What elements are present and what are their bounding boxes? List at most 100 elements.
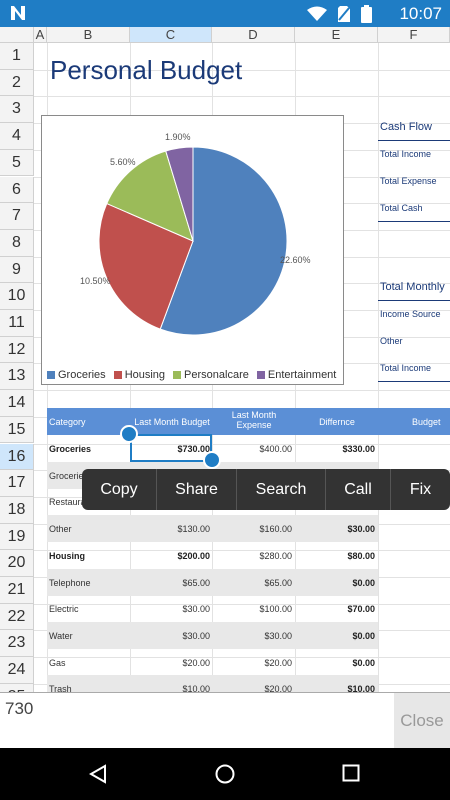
back-icon[interactable]: [88, 764, 108, 784]
selected-cell[interactable]: [130, 434, 212, 462]
difference-cell[interactable]: $10.00: [347, 684, 375, 692]
category-cell[interactable]: Trash: [49, 684, 72, 692]
expense-cell[interactable]: $160.00: [259, 524, 292, 535]
category-cell[interactable]: Groceries: [49, 444, 92, 454]
row-header-14[interactable]: 14: [0, 390, 34, 417]
expense-cell[interactable]: $400.00: [259, 444, 292, 454]
difference-cell[interactable]: $30.00: [347, 524, 375, 535]
row-header-18[interactable]: 18: [0, 496, 34, 524]
row-header-15[interactable]: 15: [0, 416, 34, 444]
budget-cell[interactable]: $30.00: [182, 604, 210, 615]
recents-icon[interactable]: [342, 764, 360, 782]
expense-cell[interactable]: $100.00: [259, 604, 292, 615]
category-cell[interactable]: Groceries: [49, 470, 89, 481]
fix-menu-item[interactable]: Fix: [409, 481, 432, 498]
expense-cell[interactable]: $20.00: [264, 657, 292, 668]
selection-end-handle[interactable]: [203, 451, 221, 469]
category-cell[interactable]: Restaurants: [49, 497, 98, 508]
difference-cell[interactable]: $0.00: [352, 577, 375, 588]
cash-flow-heading[interactable]: Cash Flow: [380, 121, 432, 133]
row-header-7[interactable]: 7: [0, 203, 34, 230]
row-header-11[interactable]: 11: [0, 310, 34, 337]
call-menu-item[interactable]: Call: [326, 469, 391, 510]
expense-cell[interactable]: $20.00: [264, 684, 292, 692]
column-header-c[interactable]: C: [130, 27, 212, 43]
column-header[interactable]: Differnce: [319, 417, 355, 427]
row-header-16[interactable]: 16: [0, 443, 34, 471]
category-cell[interactable]: Housing: [49, 550, 85, 561]
column-header[interactable]: Category: [49, 417, 86, 427]
difference-cell[interactable]: $80.00: [347, 550, 375, 561]
select-all-corner[interactable]: [0, 27, 34, 43]
budget-cell[interactable]: $200.00: [177, 550, 210, 561]
budget-cell[interactable]: $10.00: [182, 684, 210, 692]
search-menu-item[interactable]: Search: [237, 469, 326, 510]
difference-cell[interactable]: $330.00: [342, 444, 375, 454]
row-header-20[interactable]: 20: [0, 550, 34, 577]
income-source-label[interactable]: Income Source: [380, 309, 441, 319]
row-header-9[interactable]: 9: [0, 256, 34, 284]
row-header-3[interactable]: 3: [0, 96, 34, 124]
column-header[interactable]: Last Month Expense: [231, 410, 277, 430]
row-header-19[interactable]: 19: [0, 523, 34, 551]
budget-cell[interactable]: $130.00: [177, 524, 210, 535]
column-header-a[interactable]: A: [34, 27, 47, 43]
pie-chart[interactable]: 22.60% 10.50% 5.60% 1.90% Groceries Hous…: [41, 115, 344, 385]
budget-cell[interactable]: $730.00: [177, 444, 210, 454]
pie-slice-groceries[interactable]: [159, 146, 288, 336]
home-icon[interactable]: [215, 764, 235, 784]
share-menu-item[interactable]: Share: [157, 469, 237, 510]
copy-menu-item[interactable]: Copy: [82, 469, 157, 510]
row-header-8[interactable]: 8: [0, 229, 34, 257]
category-cell[interactable]: Electric: [49, 604, 79, 615]
selection-start-handle[interactable]: [120, 425, 138, 443]
column-header-e[interactable]: E: [295, 27, 378, 43]
other-label[interactable]: Other: [380, 336, 403, 346]
total-income-label[interactable]: Total Income: [380, 149, 432, 159]
row-header-4[interactable]: 4: [0, 123, 34, 150]
row-header-22[interactable]: 22: [0, 603, 34, 631]
difference-cell[interactable]: $0.00: [352, 657, 375, 668]
row-header-23[interactable]: 23: [0, 630, 34, 658]
sheet-title[interactable]: Personal Budget: [50, 55, 243, 85]
total-cash-label[interactable]: Total Cash: [380, 203, 423, 213]
column-header-f[interactable]: F: [378, 27, 450, 43]
row-header-2[interactable]: 2: [0, 69, 34, 97]
column-header-d[interactable]: D: [212, 27, 295, 43]
column-header[interactable]: Last Month Budget: [134, 417, 210, 427]
category-cell[interactable]: Gas: [49, 657, 66, 668]
column-header-b[interactable]: B: [47, 27, 130, 43]
row-header-6[interactable]: 6: [0, 176, 34, 204]
cell-value-input[interactable]: 730: [5, 699, 34, 718]
row-header-17[interactable]: 17: [0, 470, 34, 497]
expense-cell[interactable]: $280.00: [259, 550, 292, 561]
difference-cell[interactable]: $0.00: [352, 630, 375, 641]
row-header-12[interactable]: 12: [0, 336, 34, 364]
pie-slice-entertainment[interactable]: [165, 146, 194, 242]
pie-slice-personalcare[interactable]: [106, 150, 194, 242]
row-header-24[interactable]: 24: [0, 657, 34, 684]
expense-cell[interactable]: $30.00: [264, 630, 292, 641]
expense-cell[interactable]: $65.00: [264, 577, 292, 588]
legend-label: Housing: [124, 369, 166, 381]
budget-cell[interactable]: $30.00: [182, 630, 210, 641]
row-header-10[interactable]: 10: [0, 283, 34, 310]
pie-slice-housing[interactable]: [98, 202, 194, 330]
row-header-1[interactable]: 1: [0, 43, 34, 70]
category-cell[interactable]: Telephone: [49, 577, 91, 588]
row-header-21[interactable]: 21: [0, 577, 34, 604]
row-header-13[interactable]: 13: [0, 363, 34, 391]
total-expense-label[interactable]: Total Expense: [380, 176, 437, 186]
column-header[interactable]: Budget: [412, 417, 441, 427]
category-cell[interactable]: Water: [49, 630, 73, 641]
budget-cell[interactable]: $65.00: [182, 577, 210, 588]
row-header-25[interactable]: 25: [0, 683, 34, 692]
total-income-label[interactable]: Total Income: [380, 363, 432, 373]
total-monthly-heading[interactable]: Total Monthly: [380, 281, 445, 293]
close-button[interactable]: Close: [394, 693, 450, 749]
category-cell[interactable]: Other: [49, 524, 72, 535]
row-header-5[interactable]: 5: [0, 149, 34, 177]
budget-cell[interactable]: $20.00: [182, 657, 210, 668]
difference-cell[interactable]: $70.00: [347, 604, 375, 615]
